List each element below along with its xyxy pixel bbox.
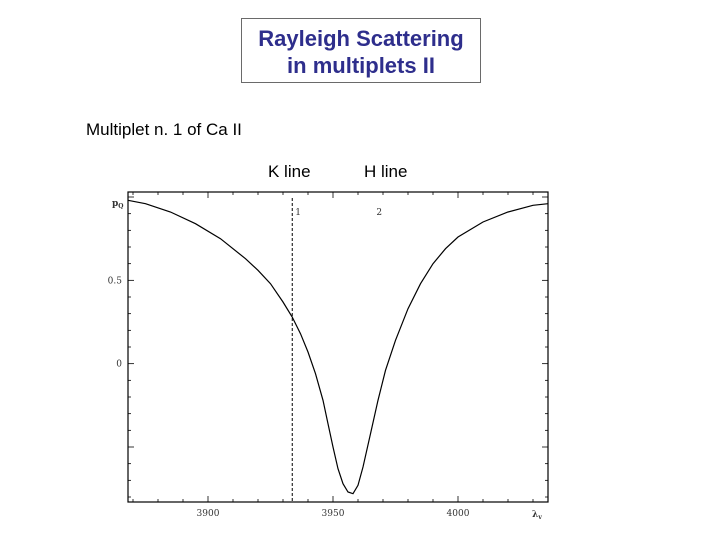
plot-frame: [127, 191, 549, 503]
x-axis-label: λv: [532, 510, 542, 521]
y-tick-label: 0: [116, 360, 122, 370]
x-tick-label: 3950: [322, 509, 345, 519]
h-line-label: H line: [364, 162, 408, 181]
tick-marks: [128, 192, 548, 502]
title-line-1: Rayleigh Scattering: [258, 26, 464, 51]
x-tick-label: 3900: [197, 509, 220, 519]
k-line-number: 1: [295, 208, 301, 218]
title-box: Rayleigh Scattering in multiplets II: [241, 18, 481, 83]
tick-labels: 3900 3950 4000 0.5 0: [108, 276, 470, 519]
k-line-label: K line: [268, 162, 311, 181]
y-axis-label: pQ: [112, 199, 124, 210]
x-tick-label: 4000: [447, 509, 470, 519]
y-tick-label: 0.5: [108, 276, 123, 286]
title-line-2: in multiplets II: [287, 53, 435, 78]
subtitle: Multiplet n. 1 of Ca II: [86, 120, 242, 139]
series-curve: [127, 199, 549, 495]
h-line-number: 2: [376, 208, 382, 218]
